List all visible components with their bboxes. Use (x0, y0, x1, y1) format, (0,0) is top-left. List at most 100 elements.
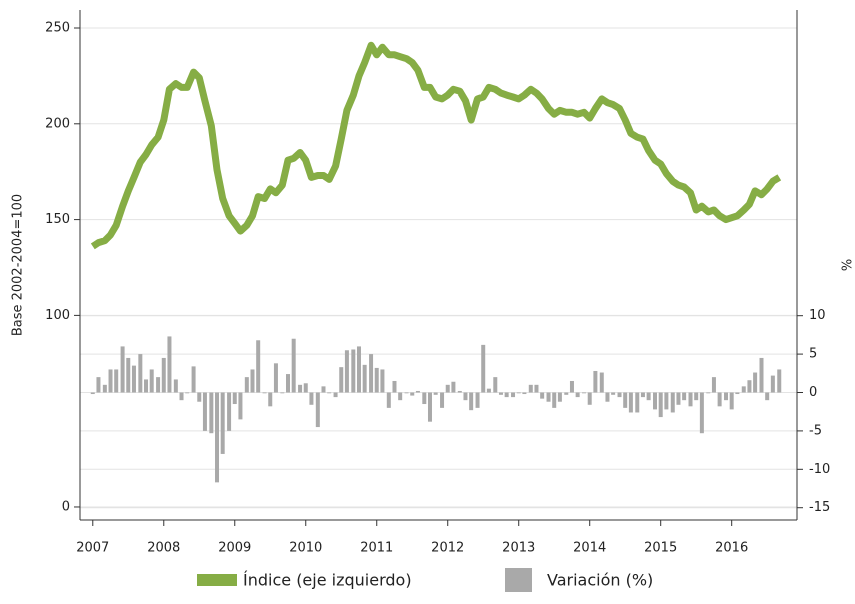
bar (611, 392, 616, 395)
bar (167, 336, 172, 393)
bar (427, 392, 432, 422)
bar (90, 392, 95, 395)
bar (356, 346, 361, 393)
y2-axis-label: % (841, 259, 855, 271)
x-tick-label: 2014 (573, 541, 606, 556)
y-tick-label: 250 (45, 21, 70, 36)
y2-tick-label: -10 (809, 462, 830, 477)
legend-swatch (197, 574, 237, 586)
bar (280, 392, 285, 394)
bar (593, 370, 598, 393)
bar (149, 369, 154, 393)
x-tick-label: 2015 (644, 541, 677, 556)
bar (286, 374, 291, 393)
bar (96, 377, 101, 393)
bar (640, 392, 645, 398)
bar (534, 384, 539, 393)
bar (351, 349, 356, 393)
bar (646, 392, 651, 401)
bar (759, 357, 764, 393)
bar (120, 346, 125, 393)
bar (670, 392, 675, 413)
bar (486, 388, 491, 393)
bar (711, 377, 716, 393)
bar (173, 379, 178, 393)
bar (528, 384, 533, 393)
bar (333, 392, 338, 398)
line (90, 41, 782, 250)
bar (202, 392, 207, 431)
x-tick-label: 2009 (218, 541, 251, 556)
bar (457, 390, 462, 393)
y-tick-label: 0 (62, 499, 70, 514)
bar (369, 354, 374, 393)
bar (215, 392, 220, 483)
bar (262, 392, 267, 394)
bar (291, 338, 296, 393)
bar (676, 392, 681, 405)
bar (374, 367, 379, 393)
bar (724, 392, 729, 401)
bar (493, 377, 498, 393)
x-tick-label: 2007 (76, 541, 109, 556)
bar (540, 392, 545, 399)
bar (741, 386, 746, 393)
bar (161, 357, 166, 393)
bar (658, 392, 663, 418)
y2-tick-label: 5 (809, 347, 817, 362)
bar (250, 369, 255, 393)
bar (209, 392, 214, 434)
bar (664, 392, 669, 410)
y-axis-label: Base 2002-2004=100 (11, 194, 26, 336)
bar (398, 392, 403, 401)
y-tick-label: 100 (45, 308, 70, 323)
bar (753, 372, 758, 393)
bar (380, 369, 385, 393)
bar (156, 377, 161, 393)
bar (415, 390, 420, 393)
bar (516, 392, 521, 394)
bar (699, 392, 704, 434)
x-tick-label: 2016 (715, 541, 748, 556)
bar (511, 392, 516, 398)
y2-tick-label: 0 (809, 385, 817, 400)
bar (386, 392, 391, 408)
bar (463, 392, 468, 401)
bar (605, 392, 610, 402)
bar (185, 392, 190, 394)
bar (522, 392, 527, 395)
bar (102, 384, 107, 393)
x-tick-label: 2008 (147, 541, 180, 556)
bar (765, 392, 770, 401)
bar (628, 392, 633, 413)
bar (227, 392, 232, 431)
x-tick-label: 2010 (289, 541, 322, 556)
bar (362, 364, 367, 393)
bar (268, 392, 273, 407)
bar (315, 392, 320, 428)
bar (404, 392, 409, 394)
bar (717, 392, 722, 407)
bar (706, 392, 711, 394)
legend-label: Variación (%) (547, 571, 653, 590)
bar (582, 392, 587, 394)
bar (475, 392, 480, 408)
bar (504, 392, 509, 398)
bar (220, 392, 225, 454)
y2-tick-label: -5 (809, 423, 822, 438)
bar (481, 344, 486, 393)
bar (298, 384, 303, 393)
bar (114, 369, 119, 393)
y-tick-label: 150 (45, 212, 70, 227)
y-tick-label: 200 (45, 116, 70, 131)
bar (777, 369, 782, 393)
y2-tick-label: -15 (809, 500, 830, 515)
bar (256, 340, 261, 393)
bar (344, 350, 349, 393)
x-tick-label: 2011 (360, 541, 393, 556)
bar (440, 392, 445, 408)
bar (557, 392, 562, 402)
bar (694, 392, 699, 401)
x-tick-label: 2013 (502, 541, 535, 556)
